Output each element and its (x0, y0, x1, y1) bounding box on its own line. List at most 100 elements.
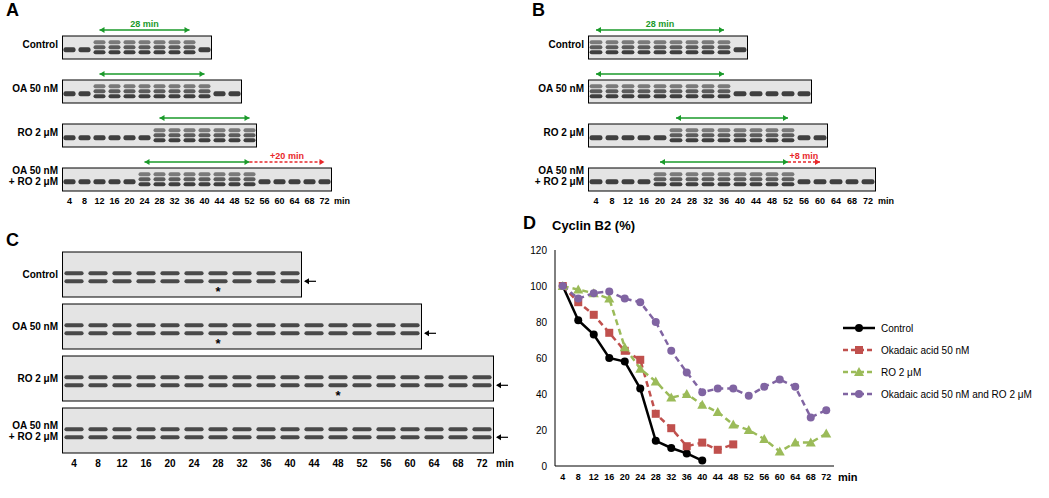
html-text:C: C (6, 230, 19, 250)
html-text:60: 60 (404, 458, 416, 469)
svg-text:*: * (215, 284, 221, 298)
svg-text:28 min: 28 min (646, 20, 675, 29)
html-text:48: 48 (332, 458, 344, 469)
svg-text:24: 24 (635, 472, 645, 482)
html-text:Cyclin B2 (%): Cyclin B2 (%) (552, 218, 636, 233)
html-text:32: 32 (703, 196, 713, 206)
html-text:RO 2 μM: RO 2 μM (881, 366, 922, 378)
html-text:44: 44 (214, 196, 225, 206)
html-text:OA 50 nM + RO 2 μM: OA 50 nM + RO 2 μM (8, 165, 58, 187)
svg-text:64: 64 (790, 472, 800, 482)
html-text:36: 36 (184, 196, 195, 206)
html-text:Okadaic acid 50 nM: Okadaic acid 50 nM (881, 344, 970, 356)
html-text:68: 68 (452, 458, 464, 469)
html-text:28: 28 (154, 196, 165, 206)
svg-text:20: 20 (536, 425, 548, 436)
html-text:40: 40 (284, 458, 296, 469)
html-text:72: 72 (319, 196, 330, 206)
svg-text:68: 68 (806, 472, 816, 482)
html-text:68: 68 (304, 196, 315, 206)
html-text:24: 24 (139, 196, 150, 206)
svg-text:28 min: 28 min (130, 20, 159, 29)
html-text:Control: Control (881, 322, 914, 334)
svg-text:12: 12 (589, 472, 599, 482)
html-text:40: 40 (735, 196, 745, 206)
html-text:32: 32 (169, 196, 180, 206)
svg-text:60: 60 (775, 472, 785, 482)
svg-text:52: 52 (744, 472, 754, 482)
svg-text:44: 44 (713, 472, 723, 482)
html-text:20: 20 (164, 458, 176, 469)
svg-text:60: 60 (536, 353, 548, 364)
html-text:56: 56 (380, 458, 392, 469)
svg-text:min: min (838, 471, 858, 483)
html-text:56: 56 (799, 196, 809, 206)
svg-text:80: 80 (536, 317, 548, 328)
svg-text:40: 40 (697, 472, 707, 482)
svg-text:48: 48 (728, 472, 738, 482)
html-text:Control: Control (22, 269, 58, 280)
svg-text:56: 56 (759, 472, 769, 482)
svg-text:40: 40 (536, 389, 548, 400)
html-text:min: min (334, 196, 350, 206)
html-text:RO 2 μM: RO 2 μM (17, 126, 58, 138)
html-text:24: 24 (671, 196, 681, 206)
html-text:52: 52 (244, 196, 255, 206)
html-text:RO 2 μM: RO 2 μM (543, 126, 584, 138)
html-text:56: 56 (259, 196, 270, 206)
html-text:28: 28 (212, 458, 224, 469)
html-text:RO 2 μM: RO 2 μM (17, 373, 58, 384)
html-text:36: 36 (260, 458, 272, 469)
html-text:min: min (496, 458, 514, 469)
html-text:Control: Control (22, 38, 58, 50)
svg-text:20: 20 (620, 472, 630, 482)
html-text:36: 36 (719, 196, 729, 206)
svg-text:100: 100 (530, 281, 547, 292)
svg-text:16: 16 (604, 472, 614, 482)
svg-text:8: 8 (576, 472, 581, 482)
html-text:16: 16 (639, 196, 649, 206)
html-text:32: 32 (236, 458, 248, 469)
html-text:72: 72 (476, 458, 488, 469)
svg-text:120: 120 (530, 245, 547, 256)
html-text:64: 64 (428, 458, 440, 469)
html-text:16: 16 (140, 458, 152, 469)
html-text:40: 40 (199, 196, 210, 206)
svg-text:*: * (215, 336, 221, 350)
html-text:12: 12 (94, 196, 105, 206)
html-text:44: 44 (308, 458, 320, 469)
svg-text:32: 32 (666, 472, 676, 482)
svg-text:4: 4 (560, 472, 565, 482)
html-text:D: D (523, 213, 536, 233)
svg-text:36: 36 (682, 472, 692, 482)
html-text:52: 52 (356, 458, 368, 469)
html-text:64: 64 (289, 196, 300, 206)
html-text:16: 16 (109, 196, 120, 206)
svg-text:28: 28 (651, 472, 661, 482)
svg-text:+20 min: +20 min (270, 152, 304, 161)
html-text:OA 50 nM: OA 50 nM (12, 82, 58, 94)
html-text:OA 50 nM + RO 2 μM: OA 50 nM + RO 2 μM (8, 419, 58, 442)
svg-text:+8 min: +8 min (790, 152, 819, 161)
svg-text:72: 72 (821, 472, 831, 482)
html-text:48: 48 (229, 196, 240, 206)
html-text:Control: Control (548, 38, 584, 50)
html-text:44: 44 (751, 196, 761, 206)
html-text:60: 60 (274, 196, 285, 206)
html-text:A: A (6, 0, 19, 20)
svg-text:0: 0 (541, 461, 547, 472)
html-text:48: 48 (767, 196, 777, 206)
html-text:20: 20 (655, 196, 665, 206)
html-text:Okadaic acid 50 nM and RO 2 μM: Okadaic acid 50 nM and RO 2 μM (881, 388, 1032, 400)
html-text:52: 52 (783, 196, 793, 206)
html-text:28: 28 (687, 196, 697, 206)
html-text:OA 50 nM + RO 2 μM: OA 50 nM + RO 2 μM (534, 165, 584, 187)
svg-text:*: * (335, 388, 341, 402)
html-text:OA 50 nM: OA 50 nM (538, 82, 584, 94)
html-text:20: 20 (124, 196, 135, 206)
html-text:OA 50 nM: OA 50 nM (12, 321, 58, 332)
html-text:12: 12 (116, 458, 128, 469)
html-text:B: B (532, 0, 545, 20)
html-text:12: 12 (623, 196, 633, 206)
html-text:24: 24 (188, 458, 200, 469)
